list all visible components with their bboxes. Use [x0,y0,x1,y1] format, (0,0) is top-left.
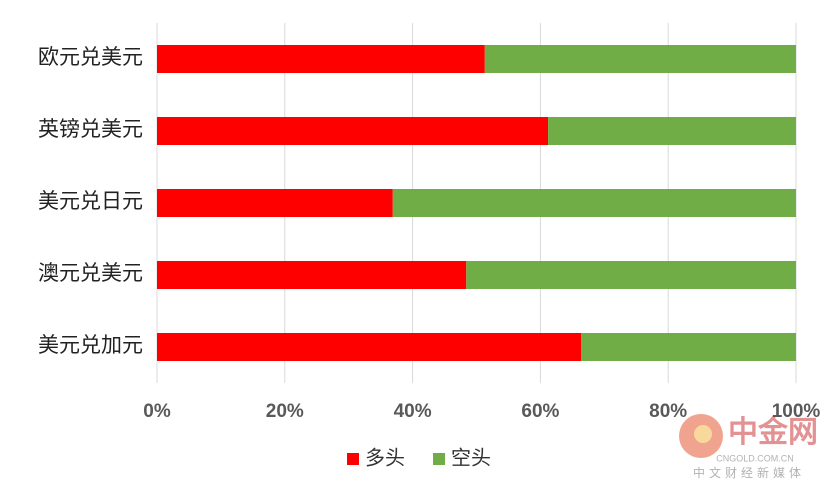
x-tick-label: 20% [266,401,304,422]
legend-swatch [433,453,445,465]
bar-segment [157,189,393,217]
plot: 0% 20% 40% 60% 80% 100% 欧元兑美元英镑兑美元美元兑日元澳元兑美元美元… [38,23,820,470]
bar-segment [581,333,796,361]
y-tick-label: 澳元兑美元 [38,261,143,285]
y-tick-label: 美元兑加元 [38,333,143,357]
legend-label: 空头 [451,447,491,470]
watermark: 中金网 CNGOLD.COM.CN 中文财经新媒体 [679,414,818,480]
y-tick-label: 欧元兑美元 [38,45,143,69]
bar-segment [548,117,796,145]
legend-label: 多头 [365,447,405,470]
bar-segment [157,45,485,73]
watermark-logo: 中金网 [728,415,818,449]
y-tick-label: 美元兑日元 [38,189,143,213]
watermark-url: CNGOLD.COM.CN [716,453,794,463]
bar-segment [392,189,796,217]
x-tick-label: 40% [394,401,432,422]
bar-segment [157,261,467,289]
x-tick-label: 0% [143,401,171,422]
bar-segment [157,333,582,361]
legend-swatch [347,453,359,465]
x-tick-label: 100% [772,401,821,422]
x-tick-label: 60% [521,401,559,422]
bar-segment [157,117,549,145]
bar-segment [466,261,796,289]
watermark-slogan: 中文财经新媒体 [693,465,805,480]
y-tick-label: 英镑兑美元 [38,117,143,141]
bar-segment [484,45,796,73]
x-tick-label: 80% [649,401,687,422]
logo-icon [694,425,712,443]
